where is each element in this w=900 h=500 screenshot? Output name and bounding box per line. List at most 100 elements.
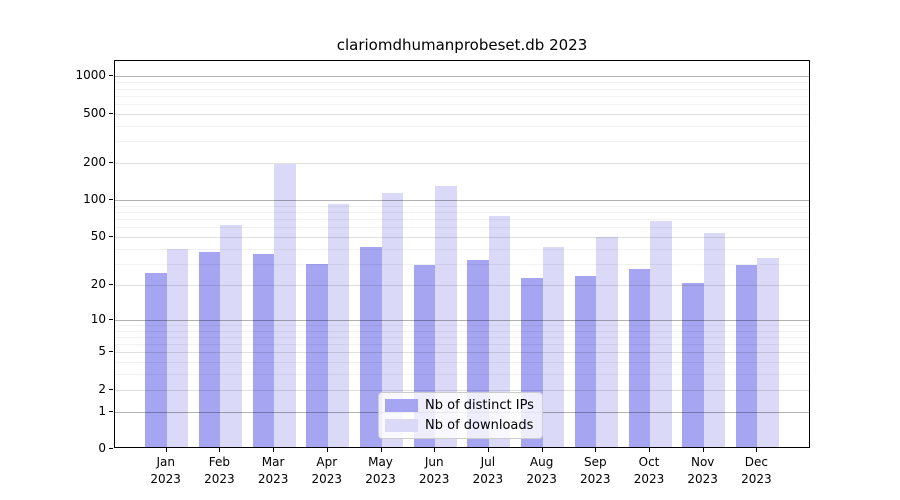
y-minor-gridline <box>115 88 809 90</box>
x-tick-year: 2023 <box>150 472 181 486</box>
x-tick-month: Nov <box>690 455 715 469</box>
x-tick-year: 2023 <box>633 472 665 486</box>
y-tick-mark <box>109 75 113 77</box>
y-minor-gridline <box>115 336 809 338</box>
y-minor-gridline <box>115 219 809 221</box>
y-tick-label: 200 <box>83 155 106 170</box>
bar-downloads <box>650 221 672 447</box>
bar-downloads <box>166 249 189 447</box>
x-tick-month: Mar <box>261 455 285 469</box>
y-tick-mark <box>109 318 113 320</box>
x-tick-label: Feb 2023 <box>189 454 249 488</box>
legend-item-distinct-ips: Nb of distinct IPs <box>385 398 534 413</box>
y-tick-label: 100 <box>83 192 106 207</box>
y-tick-label: 1000 <box>75 68 106 83</box>
y-gridline <box>115 200 809 202</box>
y-tick-mark <box>109 410 113 412</box>
bar-distinct-ips <box>682 282 704 447</box>
x-tick-label: Jan 2023 <box>136 454 196 488</box>
y-tick-label: 0 <box>98 441 106 455</box>
x-tick-month: Dec <box>744 455 768 469</box>
y-tick-mark <box>109 199 113 201</box>
y-tick-mark <box>109 388 113 390</box>
x-tick-label: Jun 2023 <box>404 454 464 488</box>
y-minor-gridline <box>115 212 809 214</box>
x-tick-mark <box>434 448 436 452</box>
bar-downloads <box>488 216 511 447</box>
bar-downloads <box>327 203 350 447</box>
bar-distinct-ips <box>360 246 382 447</box>
y-tick-mark <box>109 351 113 353</box>
x-tick-label: Dec 2023 <box>726 454 786 488</box>
x-tick-year: 2023 <box>257 472 289 486</box>
bar-distinct-ips <box>252 253 275 447</box>
bar-distinct-ips <box>198 252 221 447</box>
x-tick-label: Oct 2023 <box>619 454 679 488</box>
chart-title: clariomdhumanprobeset.db 2023 <box>336 36 588 54</box>
x-tick-mark <box>326 448 328 452</box>
bar-downloads <box>596 237 618 447</box>
plot-area <box>114 60 810 448</box>
x-tick-label: Jul 2023 <box>458 454 518 488</box>
bar-distinct-ips <box>145 273 167 447</box>
y-minor-gridline <box>115 125 809 127</box>
y-gridline <box>115 76 809 78</box>
y-minor-gridline <box>115 374 809 376</box>
y-minor-gridline <box>115 324 809 326</box>
x-tick-year: 2023 <box>311 472 343 486</box>
x-tick-label: Mar 2023 <box>243 454 303 488</box>
y-tick-mark <box>109 283 113 285</box>
x-tick-month: Aug <box>529 455 554 469</box>
y-tick-mark <box>109 448 113 449</box>
x-tick-label: Aug 2023 <box>512 454 572 488</box>
legend-label-distinct-ips: Nb of distinct IPs <box>425 398 534 413</box>
x-tick-mark <box>702 448 704 452</box>
y-tick-mark <box>109 162 113 164</box>
x-tick-label: Nov 2023 <box>673 454 733 488</box>
y-minor-gridline <box>115 344 809 346</box>
bar-downloads <box>757 258 779 447</box>
x-tick-mark <box>756 448 758 452</box>
y-tick-label: 20 <box>90 276 106 291</box>
y-tick-label: 10 <box>90 311 106 326</box>
x-tick-year: 2023 <box>687 472 718 486</box>
y-gridline <box>115 319 809 321</box>
y-minor-gridline <box>115 227 809 229</box>
y-gridline <box>115 237 809 238</box>
y-minor-gridline <box>115 248 809 250</box>
x-tick-label: Apr 2023 <box>297 454 357 488</box>
x-tick-year: 2023 <box>365 472 396 486</box>
bar-downloads <box>542 246 565 447</box>
bar-distinct-ips <box>628 269 650 447</box>
bar-distinct-ips <box>306 263 328 447</box>
x-tick-mark <box>595 448 597 452</box>
y-minor-gridline <box>115 263 809 265</box>
x-tick-month: Jan <box>156 455 175 469</box>
bar-downloads <box>381 193 403 447</box>
legend-item-downloads: Nb of downloads <box>385 418 534 433</box>
bar-downloads <box>435 186 457 447</box>
bar-distinct-ips <box>574 275 597 447</box>
x-tick-month: May <box>368 455 393 469</box>
y-gridline <box>115 352 809 354</box>
x-tick-mark <box>219 448 221 452</box>
downloads-swatch <box>385 419 418 432</box>
bar-downloads <box>220 225 242 447</box>
x-tick-year: 2023 <box>204 472 235 486</box>
y-tick-label: 500 <box>83 105 106 120</box>
y-tick-mark <box>109 112 113 114</box>
x-tick-month: Apr <box>316 455 338 469</box>
bar-downloads <box>274 163 296 447</box>
y-tick-label: 2 <box>98 381 106 396</box>
distinct-ips-swatch <box>385 399 418 412</box>
y-tick-label: 1 <box>98 403 106 418</box>
x-tick-mark <box>380 448 382 452</box>
y-minor-gridline <box>115 205 809 207</box>
y-minor-gridline <box>115 141 809 143</box>
y-gridline <box>115 389 809 391</box>
x-tick-year: 2023 <box>472 472 504 486</box>
y-gridline <box>115 113 809 115</box>
bar-distinct-ips <box>735 265 758 447</box>
y-gridline <box>115 163 809 165</box>
